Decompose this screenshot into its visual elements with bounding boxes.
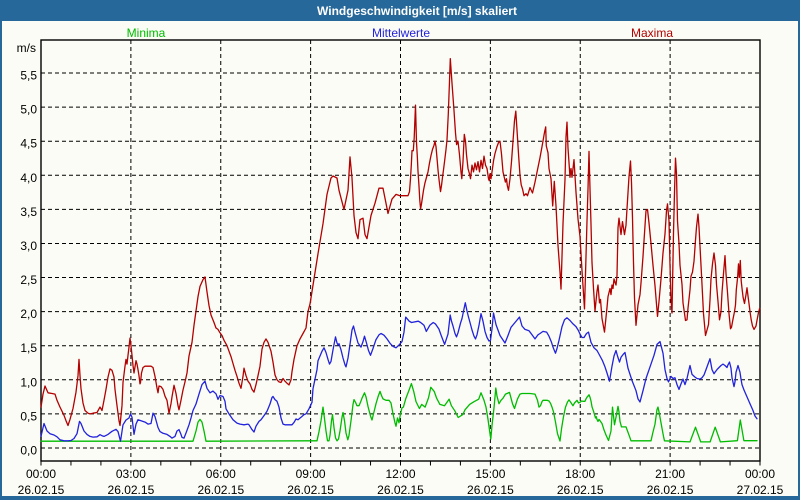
svg-text:3,5: 3,5 <box>20 205 37 219</box>
svg-text:m/s: m/s <box>17 41 36 55</box>
svg-text:2,0: 2,0 <box>20 307 37 321</box>
svg-text:21:00: 21:00 <box>655 467 685 481</box>
svg-text:26.02.15: 26.02.15 <box>467 483 514 497</box>
svg-text:27.02.15: 27.02.15 <box>737 483 784 497</box>
svg-text:5,0: 5,0 <box>20 103 37 117</box>
svg-text:4,5: 4,5 <box>20 137 37 151</box>
svg-text:Minima: Minima <box>127 26 166 40</box>
svg-text:26.02.15: 26.02.15 <box>557 483 604 497</box>
svg-text:12:00: 12:00 <box>385 467 415 481</box>
svg-text:3,0: 3,0 <box>20 239 37 253</box>
svg-text:26.02.15: 26.02.15 <box>18 483 65 497</box>
svg-text:1,5: 1,5 <box>20 341 37 355</box>
svg-text:06:00: 06:00 <box>206 467 236 481</box>
svg-text:00:00: 00:00 <box>26 467 56 481</box>
svg-text:4,0: 4,0 <box>20 171 37 185</box>
svg-text:5,5: 5,5 <box>20 69 37 83</box>
svg-text:Maxima: Maxima <box>631 26 673 40</box>
svg-text:26.02.15: 26.02.15 <box>197 483 244 497</box>
svg-text:00:00: 00:00 <box>745 467 775 481</box>
svg-text:15:00: 15:00 <box>475 467 505 481</box>
svg-text:Mittelwerte: Mittelwerte <box>372 26 430 40</box>
svg-text:26.02.15: 26.02.15 <box>287 483 334 497</box>
svg-text:18:00: 18:00 <box>565 467 595 481</box>
svg-text:0,5: 0,5 <box>20 409 37 423</box>
svg-text:2,5: 2,5 <box>20 273 37 287</box>
svg-text:09:00: 09:00 <box>296 467 326 481</box>
svg-text:26.02.15: 26.02.15 <box>647 483 694 497</box>
svg-text:26.02.15: 26.02.15 <box>108 483 155 497</box>
svg-text:0,0: 0,0 <box>20 444 37 458</box>
svg-text:1,0: 1,0 <box>20 375 37 389</box>
svg-text:26.02.15: 26.02.15 <box>377 483 424 497</box>
svg-text:03:00: 03:00 <box>116 467 146 481</box>
svg-text:Windgeschwindigkeit [m/s] skal: Windgeschwindigkeit [m/s] skaliert <box>317 4 517 18</box>
